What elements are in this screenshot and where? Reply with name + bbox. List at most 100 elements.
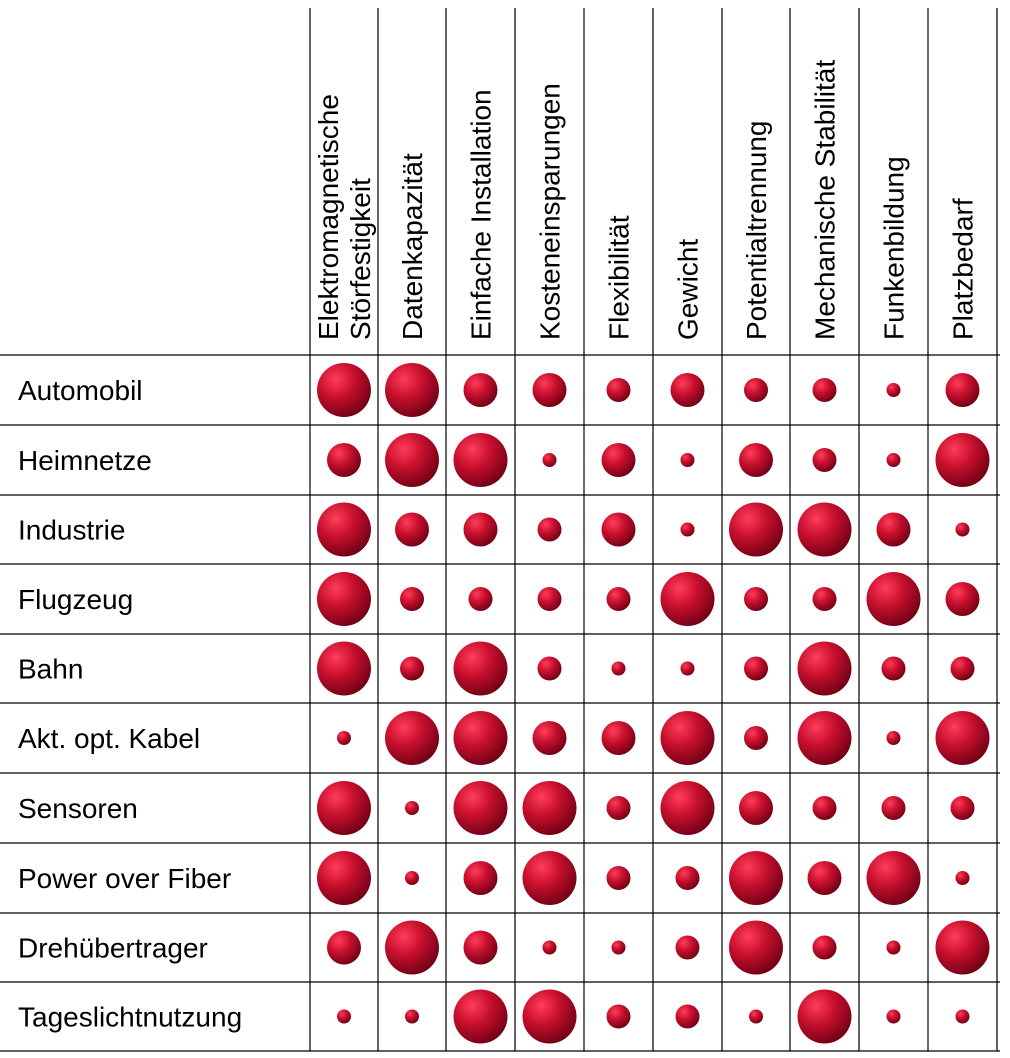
bubble [945, 373, 980, 407]
bubble [537, 656, 562, 681]
bubble [729, 502, 783, 557]
row-label: Flugzeug [18, 584, 133, 615]
bubble [886, 453, 901, 467]
bubble [405, 801, 419, 815]
bubble [886, 940, 901, 955]
bubble [405, 1009, 419, 1024]
column-label: Platzbedarf [948, 198, 979, 340]
bubble [876, 512, 911, 547]
bubble [542, 453, 557, 467]
bubble [601, 721, 636, 755]
bubble [955, 522, 970, 537]
bubble [729, 920, 783, 975]
bubble [385, 920, 439, 975]
row-label: Tageslichtnutzung [18, 1002, 242, 1033]
column-label: Mechanische Stabilität [810, 60, 841, 340]
bubble [739, 791, 773, 825]
bubble [453, 641, 508, 696]
bubble [611, 661, 626, 676]
bubble [327, 443, 361, 477]
column-label: Flexibilität [604, 215, 635, 340]
bubble [866, 572, 921, 626]
bubble [463, 930, 498, 965]
bubble [680, 661, 695, 676]
bubble [400, 587, 424, 611]
bubble [680, 453, 695, 467]
bubble [606, 1004, 631, 1029]
bubble [601, 443, 636, 477]
bubble [337, 731, 351, 745]
bubble [886, 1009, 901, 1024]
bubble [950, 656, 975, 681]
bubble [611, 940, 626, 955]
column-label: Gewicht [673, 239, 704, 340]
bubble [317, 572, 371, 626]
bubble [797, 989, 852, 1044]
bubble [463, 373, 498, 407]
bubble [886, 383, 901, 397]
row-label: Drehübertrager [18, 933, 208, 964]
bubble [327, 930, 361, 965]
bubble [812, 796, 837, 820]
bubble [797, 641, 852, 696]
column-label: Störfestigkeit [345, 178, 376, 340]
bubble [317, 641, 371, 696]
bubble [886, 731, 901, 745]
bubble [532, 373, 567, 407]
column-label: Elektromagnetische [313, 94, 344, 340]
bubble [670, 373, 705, 407]
bubble [537, 517, 562, 542]
bubble [945, 582, 980, 616]
bubble [680, 522, 695, 537]
bubble [317, 502, 371, 557]
bubble [797, 502, 852, 557]
bubble [675, 1004, 700, 1029]
bubble [385, 711, 439, 765]
column-labels: Elektromagnetische Störfestigkeit Datenkap… [313, 60, 979, 340]
bubble [385, 363, 439, 417]
column-label: Potentialtrennung [741, 120, 772, 340]
bubble [749, 1009, 763, 1024]
bubble [955, 1009, 970, 1024]
bubble [453, 781, 508, 835]
bubble [675, 935, 700, 960]
bubble [463, 512, 498, 547]
bubble [744, 656, 768, 681]
bubble [542, 940, 557, 955]
bubble [739, 443, 773, 477]
bubble [729, 851, 783, 905]
bubble [660, 711, 715, 765]
bubble [812, 448, 837, 472]
bubble [400, 656, 424, 681]
bubble [532, 721, 567, 755]
column-label: Kosteneinsparungen [535, 83, 566, 340]
bubble [866, 851, 921, 905]
bubble [812, 587, 837, 611]
bubble [606, 796, 631, 820]
bubble [935, 920, 990, 975]
bubble [955, 871, 970, 885]
bubble [601, 512, 636, 547]
bubbles [317, 363, 990, 1044]
row-label: Industrie [18, 515, 125, 546]
bubble [744, 378, 768, 402]
bubble [881, 656, 906, 681]
row-label: Heimnetze [18, 445, 152, 476]
row-label: Sensoren [18, 793, 138, 824]
bubble [812, 935, 837, 960]
bubble [797, 711, 852, 765]
bubble [935, 433, 990, 487]
bubble [537, 587, 562, 611]
bubble [522, 989, 577, 1044]
row-label: Akt. opt. Kabel [18, 723, 200, 754]
bubble [395, 512, 429, 547]
column-label: Einfache Installation [466, 89, 497, 340]
bubble [812, 378, 837, 402]
column-label: Funkenbildung [879, 156, 910, 340]
bubble [522, 781, 577, 835]
bubble [675, 866, 700, 890]
bubble [522, 851, 577, 905]
bubble [453, 711, 508, 765]
bubble [317, 781, 371, 835]
